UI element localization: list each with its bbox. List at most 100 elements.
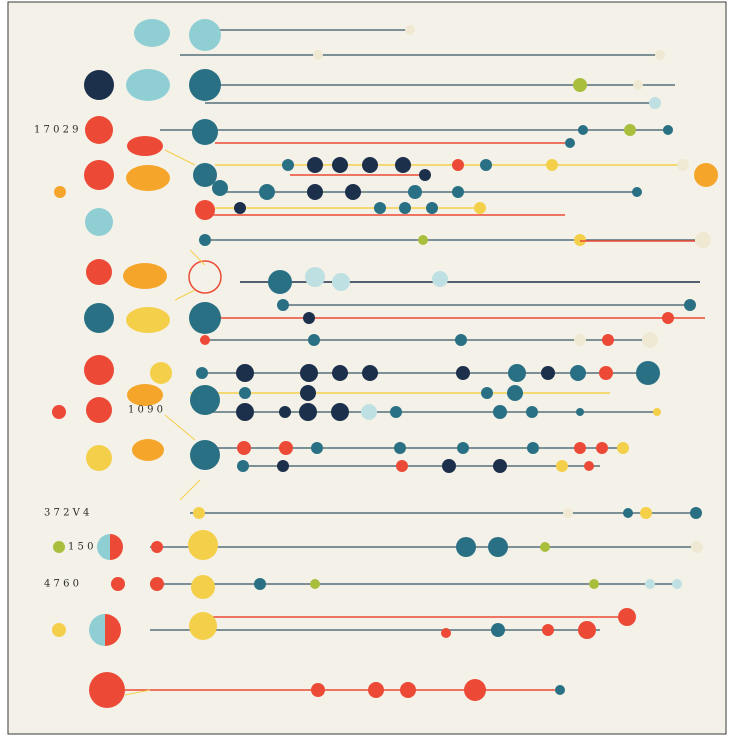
- split-dot: [89, 614, 105, 646]
- dot: [390, 406, 402, 418]
- dot: [642, 332, 658, 348]
- dot: [84, 160, 114, 190]
- dot: [303, 312, 315, 324]
- dot: [418, 235, 428, 245]
- dot: [507, 385, 523, 401]
- connector: [124, 689, 151, 696]
- dot: [196, 367, 208, 379]
- dot: [589, 579, 599, 589]
- dot: [649, 97, 661, 109]
- dot: [570, 365, 586, 381]
- dot: [684, 299, 696, 311]
- dot: [624, 124, 636, 136]
- dot: [655, 50, 665, 60]
- dot: [313, 50, 323, 60]
- dot: [54, 186, 66, 198]
- dot: [200, 335, 210, 345]
- dot: [300, 364, 318, 382]
- pill: [189, 19, 221, 51]
- dot: [307, 157, 323, 173]
- dot: [86, 445, 112, 471]
- pill: [126, 165, 170, 191]
- dot: [574, 442, 586, 454]
- connector: [164, 149, 196, 166]
- shape-layer: [52, 19, 718, 708]
- dot: [332, 365, 348, 381]
- dot: [374, 202, 386, 214]
- pill: [126, 307, 170, 333]
- dot: [237, 460, 249, 472]
- dot: [191, 575, 215, 599]
- dot: [481, 387, 493, 399]
- dot: [52, 405, 66, 419]
- dot: [645, 579, 655, 589]
- label: 1 5 0: [68, 542, 93, 553]
- dot: [279, 441, 293, 455]
- dot: [53, 541, 65, 553]
- dot: [151, 541, 163, 553]
- dot: [599, 366, 613, 380]
- dot: [578, 125, 588, 135]
- dot: [432, 271, 448, 287]
- ring: [188, 260, 222, 294]
- dot: [426, 202, 438, 214]
- dot: [556, 460, 568, 472]
- dot: [441, 628, 451, 638]
- dot: [332, 157, 348, 173]
- dot: [456, 366, 470, 380]
- dot: [150, 362, 172, 384]
- dot: [85, 208, 113, 236]
- pill: [134, 19, 170, 47]
- dot: [400, 682, 416, 698]
- dot: [277, 460, 289, 472]
- dot: [52, 623, 66, 637]
- dot: [199, 234, 211, 246]
- dot: [188, 530, 218, 560]
- dot: [282, 159, 294, 171]
- dot: [150, 577, 164, 591]
- pill: [126, 69, 170, 101]
- dot: [542, 624, 554, 636]
- dot: [574, 234, 586, 246]
- label: 1 7 0 2 9: [34, 125, 79, 136]
- connector: [179, 479, 201, 501]
- dot: [663, 125, 673, 135]
- dot: [662, 312, 674, 324]
- dot: [695, 232, 711, 248]
- dot: [555, 685, 565, 695]
- dot: [190, 385, 220, 415]
- dot: [307, 184, 323, 200]
- dot: [491, 623, 505, 637]
- dot: [193, 507, 205, 519]
- dot: [189, 302, 221, 334]
- dot: [623, 508, 633, 518]
- dot: [546, 159, 558, 171]
- pill: [132, 439, 164, 461]
- dot: [565, 138, 575, 148]
- dot: [84, 70, 114, 100]
- dot: [493, 405, 507, 419]
- dot: [195, 200, 215, 220]
- dot: [640, 507, 652, 519]
- dot: [526, 406, 538, 418]
- dot: [361, 404, 377, 420]
- dot: [310, 579, 320, 589]
- dot: [602, 334, 614, 346]
- pill: [127, 384, 163, 406]
- dot: [237, 441, 251, 455]
- dot: [541, 366, 555, 380]
- dot: [633, 80, 643, 90]
- dot: [212, 180, 228, 196]
- pill: [127, 136, 163, 156]
- dot: [396, 460, 408, 472]
- connector: [164, 414, 196, 441]
- split-dot: [105, 614, 121, 646]
- dot: [84, 303, 114, 333]
- dot: [540, 542, 550, 552]
- dot: [408, 185, 422, 199]
- dot: [694, 163, 718, 187]
- dot: [236, 403, 254, 421]
- dot: [331, 403, 349, 421]
- dot: [345, 184, 361, 200]
- dot: [362, 157, 378, 173]
